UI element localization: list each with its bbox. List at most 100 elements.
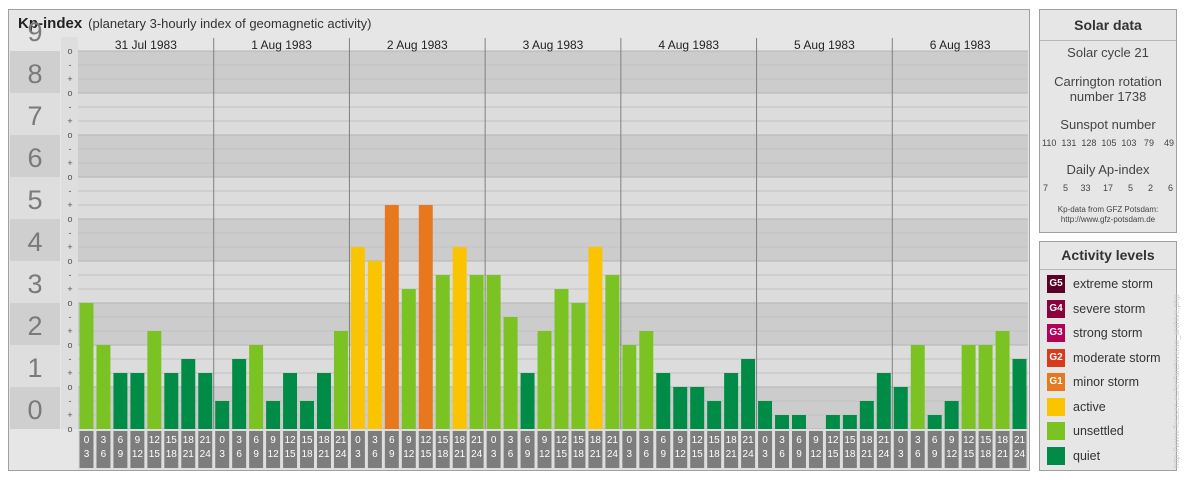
y-tick-label: 8 (27, 59, 42, 89)
interval-cell (181, 431, 196, 468)
interval-end-label: 6 (236, 449, 242, 460)
interval-start-label: 12 (963, 435, 975, 446)
interval-start-label: 12 (556, 435, 568, 446)
interval-end-label: 6 (508, 449, 514, 460)
interval-end-label: 21 (183, 449, 195, 460)
interval-end-label: 12 (268, 449, 280, 460)
interval-start-label: 9 (677, 435, 683, 446)
interval-start-label: 18 (997, 435, 1009, 446)
interval-end-label: 15 (149, 449, 161, 460)
kp-chart-panel: Kp-index (planetary 3-hourly index of geo… (8, 9, 1030, 471)
interval-end-label: 21 (454, 449, 466, 460)
credit-line-1: Kp-data from GFZ Potsdam: (1057, 205, 1159, 214)
interval-cell (283, 431, 298, 468)
kp-bar (639, 331, 654, 429)
interval-cell (825, 431, 840, 468)
ap-label: Daily Ap-index (1066, 162, 1150, 177)
interval-cell (622, 431, 637, 468)
minor-tick-label: + (67, 158, 72, 168)
interval-start-label: 18 (454, 435, 466, 446)
interval-end-label: 3 (219, 449, 225, 460)
kp-bar (452, 247, 467, 429)
interval-start-label: 21 (878, 435, 890, 446)
kp-bar (825, 415, 840, 429)
interval-start-label: 3 (644, 435, 650, 446)
interval-end-label: 6 (101, 449, 107, 460)
kp-bar (181, 358, 196, 429)
plot-band (78, 135, 1028, 177)
kp-bar (622, 345, 637, 429)
interval-start-label: 6 (118, 435, 124, 446)
minor-tick-label: - (69, 228, 72, 238)
interval-end-label: 15 (963, 449, 975, 460)
legend-swatch: G5 (1047, 275, 1065, 293)
interval-cell (893, 431, 908, 468)
interval-end-label: 12 (539, 449, 551, 460)
interval-start-label: 18 (183, 435, 195, 446)
interval-end-label: 9 (796, 449, 802, 460)
kp-bar (876, 373, 891, 429)
plot-band (78, 261, 1028, 303)
interval-start-label: 18 (726, 435, 738, 446)
kp-bar (673, 387, 688, 429)
interval-start-label: 15 (166, 435, 178, 446)
minor-tick-label: + (67, 368, 72, 378)
legend-label: severe storm (1073, 301, 1146, 316)
interval-end-label: 18 (166, 449, 178, 460)
interval-start-label: 18 (590, 435, 602, 446)
interval-cell (961, 431, 976, 468)
interval-cell (775, 431, 789, 468)
legend-swatch: G1 (1047, 373, 1065, 391)
interval-start-label: 21 (1014, 435, 1026, 446)
interval-end-label: 9 (660, 449, 666, 460)
interval-end-label: 3 (491, 449, 497, 460)
interval-end-label: 15 (827, 449, 839, 460)
legend-item-active: active (1047, 397, 1106, 416)
legend-label: moderate storm (1073, 350, 1161, 365)
legend-item-moderate-storm: G2 moderate storm (1047, 348, 1161, 367)
kp-bar (435, 274, 450, 429)
kp-bar (961, 345, 976, 429)
interval-end-label: 24 (607, 449, 619, 460)
legend-item-severe-storm: G4 severe storm (1047, 299, 1146, 318)
kp-bar (927, 415, 942, 429)
interval-cell (435, 431, 450, 468)
interval-cell (147, 431, 162, 468)
interval-start-label: 12 (284, 435, 296, 446)
interval-cell (859, 431, 874, 468)
interval-cell (741, 431, 756, 468)
legend-label: unsettled (1073, 424, 1124, 438)
day-label: 5 Aug 1983 (794, 38, 855, 52)
kp-bar (758, 400, 773, 429)
y-band (10, 135, 60, 177)
legend-item-unsettled: unsettled (1047, 422, 1124, 440)
kp-bar (249, 345, 264, 429)
kp-bar (571, 303, 586, 429)
interval-cell (910, 431, 925, 468)
kp-bar (232, 358, 247, 429)
interval-start-label: 12 (149, 435, 161, 446)
legend-item-extreme-storm: G5 extreme storm (1047, 275, 1153, 293)
interval-start-label: 0 (84, 435, 90, 446)
interval-start-label: 0 (355, 435, 361, 446)
interval-start-label: 12 (692, 435, 704, 446)
interval-end-label: 9 (253, 449, 259, 460)
kp-bar (690, 387, 705, 429)
activity-levels-panel: Activity levels G5 extreme storm G4 severe … (1039, 241, 1177, 471)
legend-swatch: G2 (1047, 348, 1065, 367)
minor-tick-label: o (67, 382, 72, 392)
y-band (10, 261, 60, 303)
interval-cell (554, 431, 569, 468)
interval-end-label: 6 (644, 449, 650, 460)
minor-tick-label: + (67, 200, 72, 210)
minor-tick-label: o (67, 340, 72, 350)
ap-values: 7 5 33 17 5 2 6 (1042, 183, 1174, 193)
interval-cell (130, 431, 145, 468)
kp-bar (792, 415, 806, 429)
interval-end-label: 3 (898, 449, 904, 460)
minor-tick-label: o (67, 214, 72, 224)
kp-bar (1012, 358, 1027, 429)
y-band (10, 219, 60, 261)
y-tick-label: 9 (27, 17, 42, 47)
credit-link[interactable]: http://www.gfz-potsdam.de (1060, 215, 1156, 224)
